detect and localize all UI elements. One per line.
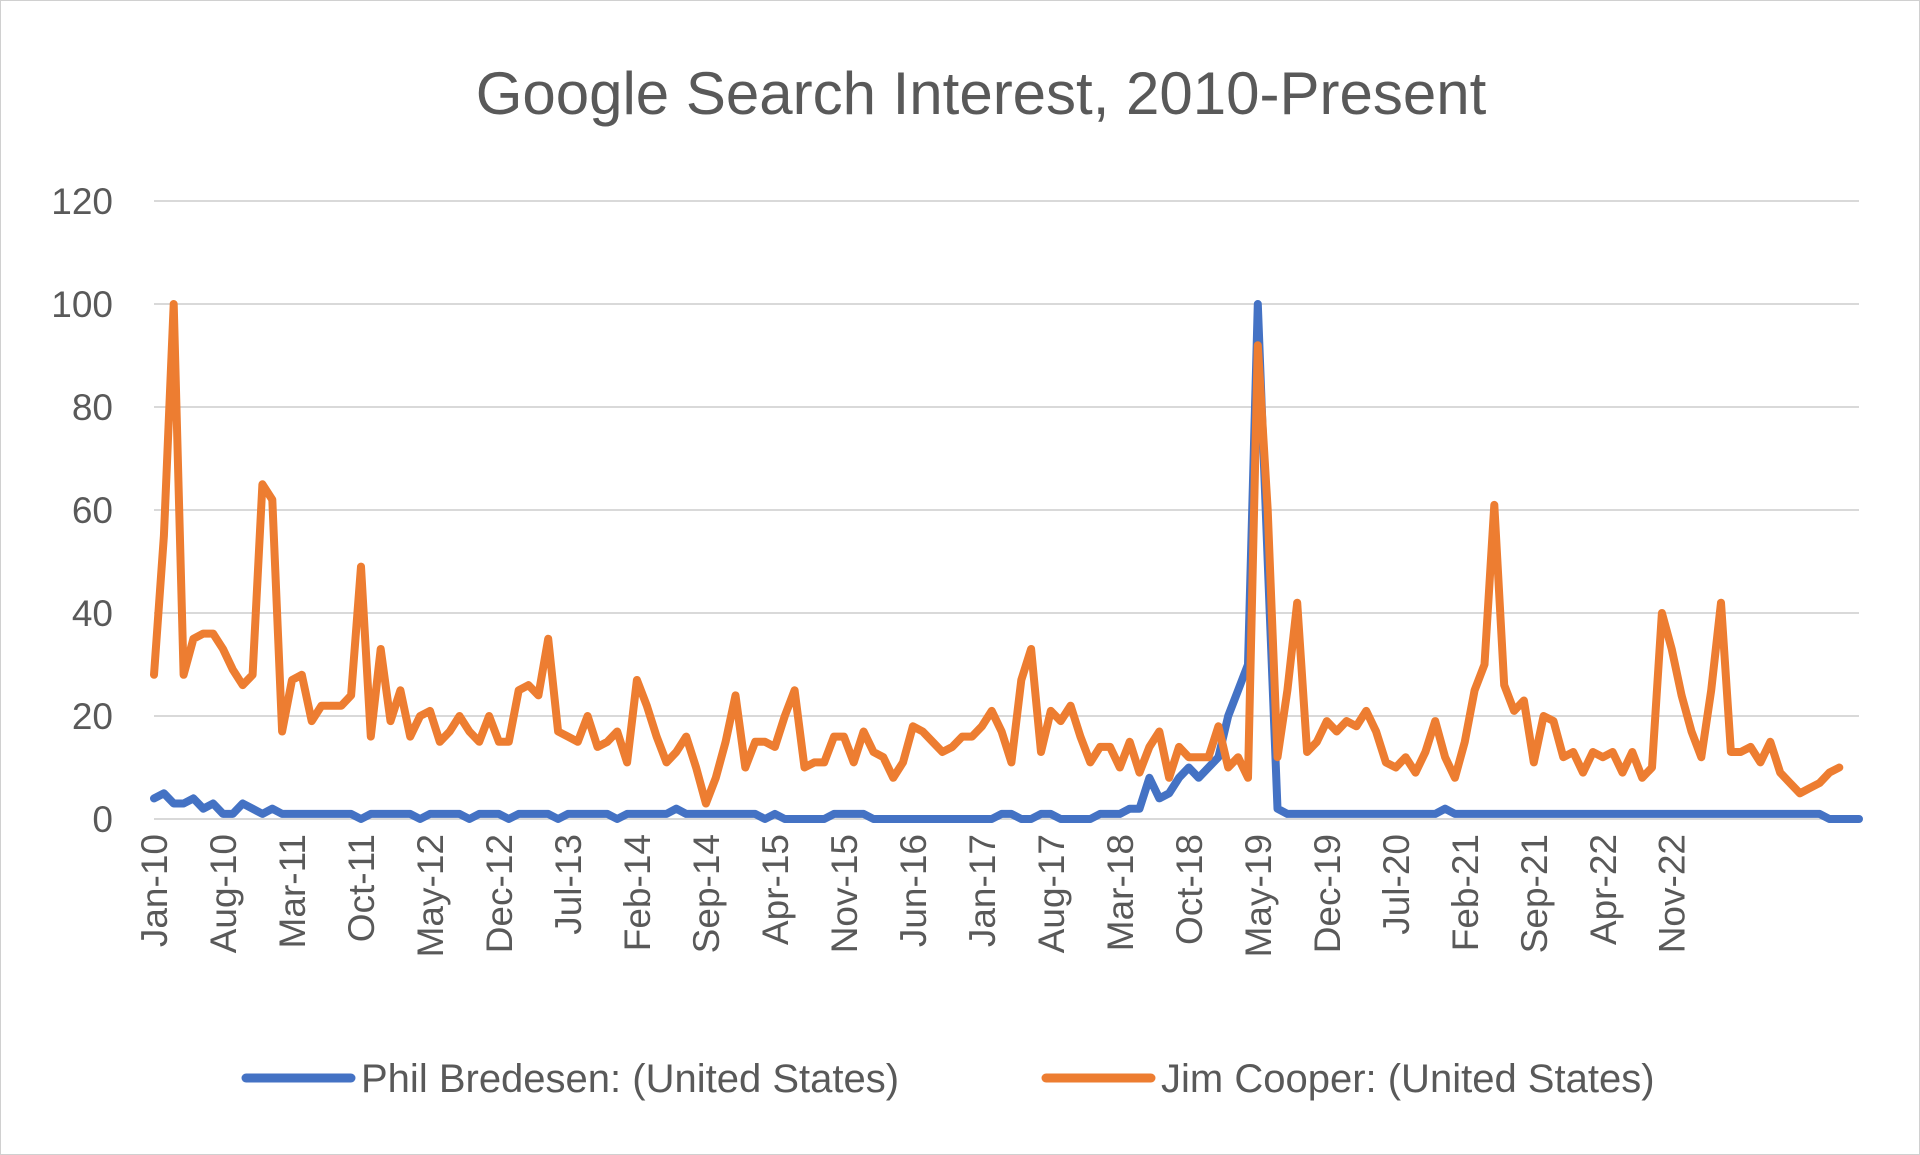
x-tick-label: Sep-21 [1514, 834, 1555, 953]
x-tick-label: Jun-16 [893, 834, 934, 947]
series-line-2 [150, 300, 1844, 808]
series-line-1 [150, 300, 1863, 823]
y-tick-label: 20 [72, 696, 113, 737]
gridlines [154, 200, 1859, 820]
x-tick-label: May-12 [410, 834, 451, 957]
y-tick-label: 60 [72, 490, 113, 531]
x-tick-label: Jan-10 [134, 834, 175, 947]
x-tick-label: Nov-15 [824, 834, 865, 953]
y-tick-label: 0 [92, 799, 113, 840]
x-tick-label: Nov-22 [1652, 834, 1693, 953]
x-tick-label: Dec-12 [479, 834, 520, 953]
chart-title: Google Search Interest, 2010-Present [476, 60, 1487, 127]
series-lines [150, 300, 1863, 823]
legend: Phil Bredesen: (United States) Jim Cooper… [241, 1057, 1655, 1101]
legend-label: Phil Bredesen: (United States) [361, 1057, 899, 1101]
x-tick-label: Mar-18 [1100, 834, 1141, 951]
x-tick-label: May-19 [1238, 834, 1279, 957]
y-tick-label: 100 [51, 284, 113, 325]
y-tick-label: 40 [72, 593, 113, 634]
x-tick-label: Jul-13 [548, 834, 589, 935]
y-tick-label: 120 [51, 181, 113, 222]
x-tick-label: Apr-22 [1583, 834, 1624, 945]
x-axis-ticks: Jan-10 Aug-10 Mar-11 Oct-11 May-12 Dec-12 Jul-… [134, 834, 1693, 957]
x-tick-label: Aug-10 [203, 834, 244, 953]
x-tick-label: Oct-18 [1169, 834, 1210, 945]
y-axis-ticks: 0 20 40 60 80 100 120 [51, 181, 113, 840]
x-tick-label: Sep-14 [686, 834, 727, 953]
y-tick-label: 80 [72, 387, 113, 428]
x-tick-label: Mar-11 [272, 834, 313, 948]
x-tick-label: Feb-21 [1445, 834, 1486, 951]
x-tick-label: Oct-11 [341, 834, 382, 942]
x-tick-label: Aug-17 [1031, 834, 1072, 953]
legend-label: Jim Cooper: (United States) [1161, 1057, 1655, 1101]
x-tick-label: Jan-17 [962, 834, 1003, 947]
x-tick-label: Feb-14 [617, 834, 658, 951]
x-tick-label: Dec-19 [1307, 834, 1348, 953]
x-tick-label: Jul-20 [1376, 834, 1417, 935]
x-tick-label: Apr-15 [755, 834, 796, 945]
